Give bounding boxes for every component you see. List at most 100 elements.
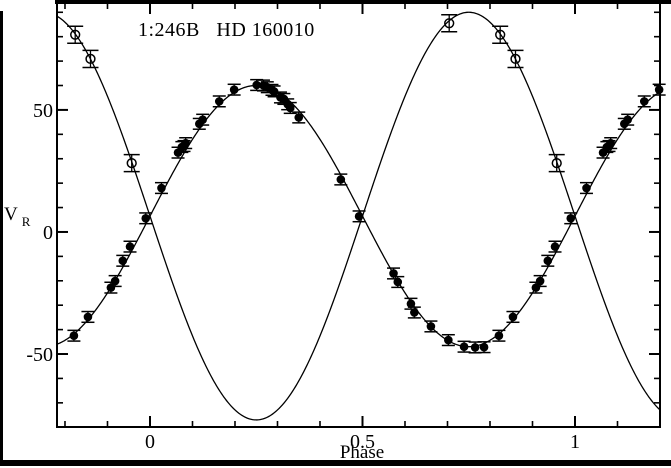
primary-point-group — [541, 254, 555, 267]
primary-point-group — [81, 310, 95, 324]
secondary-point-group — [123, 153, 140, 173]
primary-marker-filled-circle — [606, 138, 615, 148]
primary-point-group — [123, 240, 137, 253]
primary-point-group — [116, 254, 130, 267]
primary-marker-filled-circle — [214, 97, 224, 106]
primary-point-group — [387, 267, 401, 280]
primary-point-group — [391, 275, 405, 289]
primary-point-group — [154, 181, 168, 195]
primary-marker-filled-circle — [198, 115, 207, 124]
plot-area: 0 0.5 1 -50 0 50 — [26, 2, 666, 453]
primary-point-group — [604, 136, 618, 150]
secondary-point-group — [441, 13, 458, 33]
primary-marker-filled-circle — [582, 183, 591, 193]
primary-point-group — [548, 240, 562, 253]
primary-point-group — [212, 95, 226, 108]
primary-marker-filled-circle — [543, 256, 553, 266]
primary-marker-filled-circle — [531, 283, 541, 292]
primary-point-group — [564, 212, 578, 225]
primary-point-group — [407, 306, 421, 319]
primary-marker-filled-circle — [393, 277, 403, 287]
primary-marker-filled-circle — [654, 85, 664, 94]
primary-marker-filled-circle — [494, 331, 504, 341]
secondary-marker-open-circle — [85, 53, 96, 65]
primary-marker-filled-circle — [389, 269, 398, 278]
primary-point-group — [352, 210, 366, 223]
primary-point-group — [424, 320, 438, 333]
plot-title: 1:246B HD 160010 — [138, 19, 315, 41]
y-axis-label: V R — [4, 204, 31, 229]
primary-marker-filled-circle — [479, 342, 489, 352]
primary-point-group — [441, 333, 455, 347]
secondary-marker-open-circle — [495, 29, 506, 40]
primary-point-group — [292, 111, 306, 124]
primary-marker-filled-circle — [141, 213, 151, 223]
primary-marker-filled-circle — [181, 138, 190, 148]
figure-border-bottom — [0, 460, 671, 466]
primary-point-group — [533, 274, 547, 288]
primary-marker-filled-circle — [252, 80, 261, 90]
x-tick-label: 1 — [570, 431, 580, 453]
primary-marker-filled-circle — [69, 331, 79, 341]
primary-marker-filled-circle — [566, 213, 576, 223]
primary-marker-filled-circle — [444, 335, 453, 345]
secondary-point-group — [492, 25, 509, 45]
primary-point-group — [196, 113, 210, 126]
primary-point-group — [579, 181, 593, 195]
primary-point-group — [637, 95, 651, 108]
primary-marker-filled-circle — [426, 322, 436, 331]
primary-marker-filled-circle — [83, 312, 93, 322]
secondary-marker-open-circle — [510, 53, 521, 65]
secondary-point-group — [507, 49, 524, 69]
primary-marker-filled-circle — [410, 308, 419, 317]
secondary-marker-open-circle — [70, 29, 81, 40]
primary-marker-filled-circle — [508, 312, 518, 322]
y-axis-label-main: V — [4, 204, 18, 225]
primary-point-group — [621, 113, 635, 126]
primary-marker-filled-circle — [229, 85, 239, 94]
primary-point-group — [283, 101, 297, 115]
primary-marker-filled-circle — [406, 299, 416, 309]
secondary-point-group — [548, 153, 565, 173]
primary-point-group — [67, 329, 81, 342]
primary-point-group — [334, 173, 348, 186]
secondary-point-group — [67, 25, 84, 45]
y-axis-label-subscript: R — [22, 214, 31, 229]
primary-point-group — [139, 212, 153, 225]
x-tick-label: 0.5 — [350, 431, 375, 453]
primary-point-group — [227, 83, 241, 96]
secondary-marker-open-circle — [551, 157, 562, 169]
y-tick-label: 50 — [33, 100, 53, 122]
axes-frame — [56, 2, 661, 428]
primary-marker-filled-circle — [354, 212, 364, 221]
primary-marker-filled-circle — [118, 256, 128, 266]
primary-marker-filled-circle — [106, 283, 116, 292]
primary-marker-filled-circle — [550, 242, 560, 251]
primary-marker-filled-circle — [336, 175, 346, 184]
primary-point-group — [457, 340, 471, 353]
primary-point-group — [179, 136, 193, 150]
secondary-point-group — [82, 49, 99, 69]
primary-point-group — [108, 274, 122, 288]
secondary-marker-open-circle — [444, 18, 455, 29]
primary-marker-filled-circle — [459, 342, 469, 351]
primary-point-group — [506, 310, 520, 324]
primary-point-group — [492, 329, 506, 342]
primary-marker-filled-circle — [157, 183, 166, 193]
primary-point-group — [652, 83, 666, 96]
x-axis-label: Phase — [340, 442, 384, 463]
secondary-fit-curve — [56, 11, 660, 421]
primary-marker-filled-circle — [639, 97, 649, 106]
primary-marker-filled-circle — [535, 276, 545, 286]
primary-marker-filled-circle — [623, 115, 632, 124]
y-tick-label: -50 — [26, 344, 53, 366]
figure-border-left — [0, 11, 3, 466]
y-tick-label: 0 — [43, 222, 53, 244]
secondary-marker-open-circle — [126, 157, 137, 169]
primary-marker-filled-circle — [285, 103, 295, 113]
x-tick-label: 0 — [145, 431, 155, 453]
primary-marker-filled-circle — [110, 276, 120, 286]
primary-marker-filled-circle — [470, 343, 480, 352]
